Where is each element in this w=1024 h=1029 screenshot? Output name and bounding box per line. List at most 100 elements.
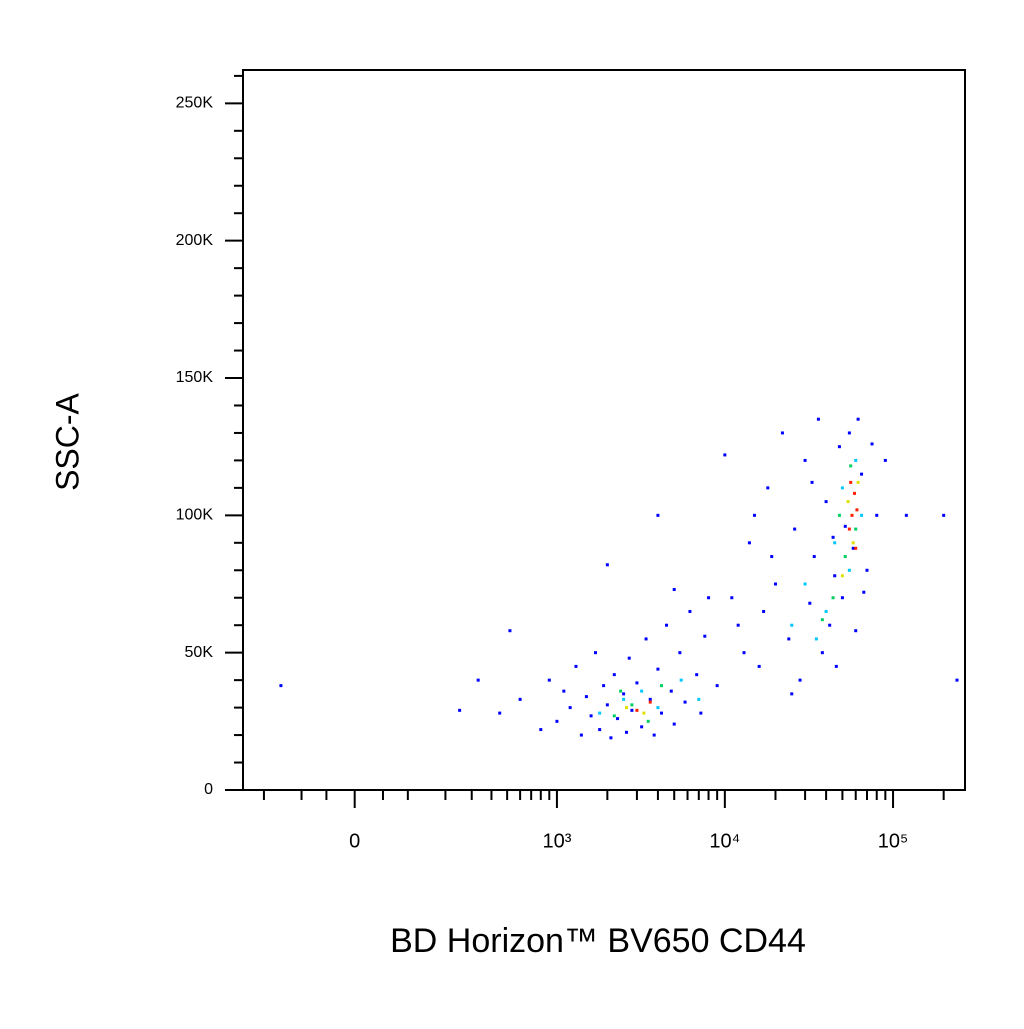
data-point xyxy=(730,596,734,600)
data-point xyxy=(851,541,855,545)
data-point xyxy=(752,513,756,517)
data-point xyxy=(707,596,711,600)
data-point xyxy=(498,711,502,715)
data-point xyxy=(640,689,644,693)
data-point xyxy=(808,601,812,605)
data-point xyxy=(508,629,512,633)
data-point xyxy=(833,574,837,578)
data-point xyxy=(824,500,828,504)
data-point xyxy=(656,706,660,710)
data-point xyxy=(640,725,644,729)
data-point xyxy=(860,472,864,476)
plot-frame xyxy=(242,69,966,791)
data-point xyxy=(635,681,639,685)
data-point xyxy=(699,711,703,715)
data-point xyxy=(856,417,860,421)
data-point xyxy=(851,546,855,550)
data-point xyxy=(814,637,818,641)
data-point xyxy=(659,711,663,715)
data-point xyxy=(630,708,634,712)
data-point xyxy=(672,587,676,591)
y-tick-label: 0 xyxy=(204,781,213,798)
data-point xyxy=(624,730,628,734)
data-point xyxy=(688,609,692,613)
data-point xyxy=(715,684,719,688)
data-point xyxy=(612,714,616,718)
data-point xyxy=(605,703,609,707)
data-point xyxy=(865,568,869,572)
data-point xyxy=(812,555,816,559)
data-point xyxy=(695,673,699,677)
data-point xyxy=(790,623,794,627)
data-point xyxy=(847,568,851,572)
data-point xyxy=(652,733,656,737)
data-point xyxy=(579,733,583,737)
y-tick-label: 100K xyxy=(176,507,214,524)
data-point xyxy=(942,513,946,517)
data-point xyxy=(762,609,766,613)
data-point xyxy=(849,480,853,484)
data-point xyxy=(820,651,824,655)
data-point xyxy=(849,464,853,468)
data-point xyxy=(574,664,578,668)
data-point xyxy=(630,703,634,707)
data-point xyxy=(279,684,283,688)
data-point xyxy=(665,623,669,627)
data-point xyxy=(656,513,660,517)
data-point xyxy=(860,513,864,517)
x-tick-label: 10⁴ xyxy=(709,830,740,852)
data-point xyxy=(605,563,609,567)
data-point xyxy=(803,582,807,586)
data-point xyxy=(837,513,841,517)
data-point xyxy=(843,524,847,528)
data-point xyxy=(773,582,777,586)
x-tick-label: 10⁵ xyxy=(878,830,909,852)
data-point xyxy=(648,697,652,701)
data-point xyxy=(742,651,746,655)
data-point xyxy=(854,527,858,531)
data-point xyxy=(766,486,770,490)
y-tick-label: 250K xyxy=(176,95,214,112)
data-point xyxy=(833,541,837,545)
data-point xyxy=(855,508,859,512)
data-point xyxy=(598,711,602,715)
data-point xyxy=(562,689,566,693)
data-point xyxy=(547,678,551,682)
data-point xyxy=(627,656,631,660)
data-point xyxy=(955,678,959,682)
x-axis-label: BD Horizon™ BV650 CD44 xyxy=(390,922,806,960)
data-point xyxy=(683,700,687,704)
data-point xyxy=(847,431,851,435)
data-point xyxy=(780,431,784,435)
data-point xyxy=(594,651,598,655)
data-point xyxy=(669,689,673,693)
data-point xyxy=(747,541,751,545)
data-point xyxy=(854,458,858,462)
data-point xyxy=(458,708,462,712)
x-tick-label: 0 xyxy=(349,830,360,852)
data-point xyxy=(672,722,676,726)
data-point xyxy=(476,678,480,682)
data-point xyxy=(609,736,613,740)
data-point xyxy=(787,637,791,641)
data-point xyxy=(883,458,887,462)
data-point xyxy=(518,697,522,701)
data-point xyxy=(850,513,854,517)
data-point xyxy=(870,442,874,446)
data-point xyxy=(856,480,860,484)
data-point xyxy=(862,590,866,594)
data-point xyxy=(616,717,620,721)
data-point xyxy=(875,513,879,517)
data-point xyxy=(810,480,814,484)
data-point xyxy=(757,664,761,668)
data-point xyxy=(642,711,646,715)
data-point xyxy=(803,458,807,462)
y-tick-label: 150K xyxy=(176,369,214,386)
data-point xyxy=(648,700,652,704)
data-point xyxy=(837,445,841,449)
data-point xyxy=(828,623,832,627)
data-point xyxy=(659,684,663,688)
data-point xyxy=(622,692,626,696)
